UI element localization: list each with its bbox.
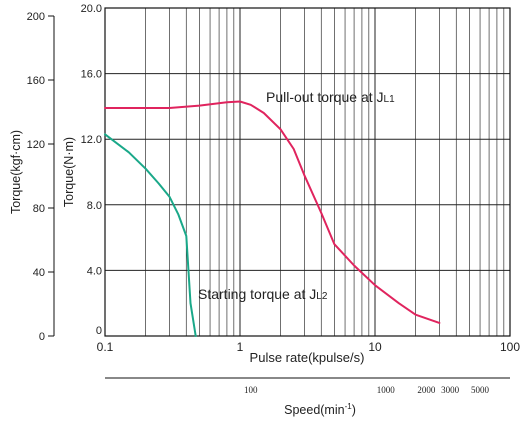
y2-axis-label: Torque(kgf·cm) xyxy=(9,130,23,214)
starting-annotation: Starting torque at JL2 xyxy=(198,286,328,302)
speed-tick-label: 2000 xyxy=(417,385,436,395)
y-ticks: 0 4.0 8.0 12.0 16.0 20.0 xyxy=(81,3,102,337)
y-tick-label: 20.0 xyxy=(81,3,102,15)
grid xyxy=(105,8,510,336)
y2-tick-label: 200 xyxy=(27,11,45,23)
speed-axis-label: Speed(min-1) xyxy=(284,402,356,417)
y2-ticks: 0 40 80 120 160 200 xyxy=(27,11,54,343)
x-tick-label: 10 xyxy=(368,340,382,354)
y-tick-label: 0 xyxy=(96,325,102,337)
y2-tick-label: 120 xyxy=(27,139,45,151)
pullout-annotation: Pull-out torque at JL1 xyxy=(266,89,395,105)
pullout-torque-line xyxy=(104,100,441,324)
x-tick-label: 100 xyxy=(500,340,520,354)
x-tick-label: 1 xyxy=(237,340,244,354)
y2-tick-label: 0 xyxy=(39,331,45,343)
speed-tick-label: 1000 xyxy=(377,385,396,395)
x-axis-label: Pulse rate(kpulse/s) xyxy=(250,350,365,365)
y-tick-label: 4.0 xyxy=(87,265,102,277)
y-tick-label: 8.0 xyxy=(87,200,102,212)
x-tick-label: 0.1 xyxy=(97,340,114,354)
speed-tick-label: 3000 xyxy=(441,385,460,395)
plot-frame xyxy=(104,7,511,337)
speed-tick-label: 100 xyxy=(244,385,258,395)
y-tick-label: 12.0 xyxy=(81,134,102,146)
starting-torque-line xyxy=(104,133,197,337)
series-layer xyxy=(104,100,441,337)
speed-tick-label: 5000 xyxy=(471,385,490,395)
speed-ticks: 100 1000 2000 3000 5000 xyxy=(244,385,490,395)
y2-tick-label: 160 xyxy=(27,75,45,87)
y-tick-label: 16.0 xyxy=(81,69,102,81)
y2-tick-label: 80 xyxy=(33,203,45,215)
y-axis-label: Torque(N·m) xyxy=(62,137,76,207)
y2-tick-label: 40 xyxy=(33,267,45,279)
x-ticks: 0.1 1 10 100 xyxy=(97,340,521,354)
